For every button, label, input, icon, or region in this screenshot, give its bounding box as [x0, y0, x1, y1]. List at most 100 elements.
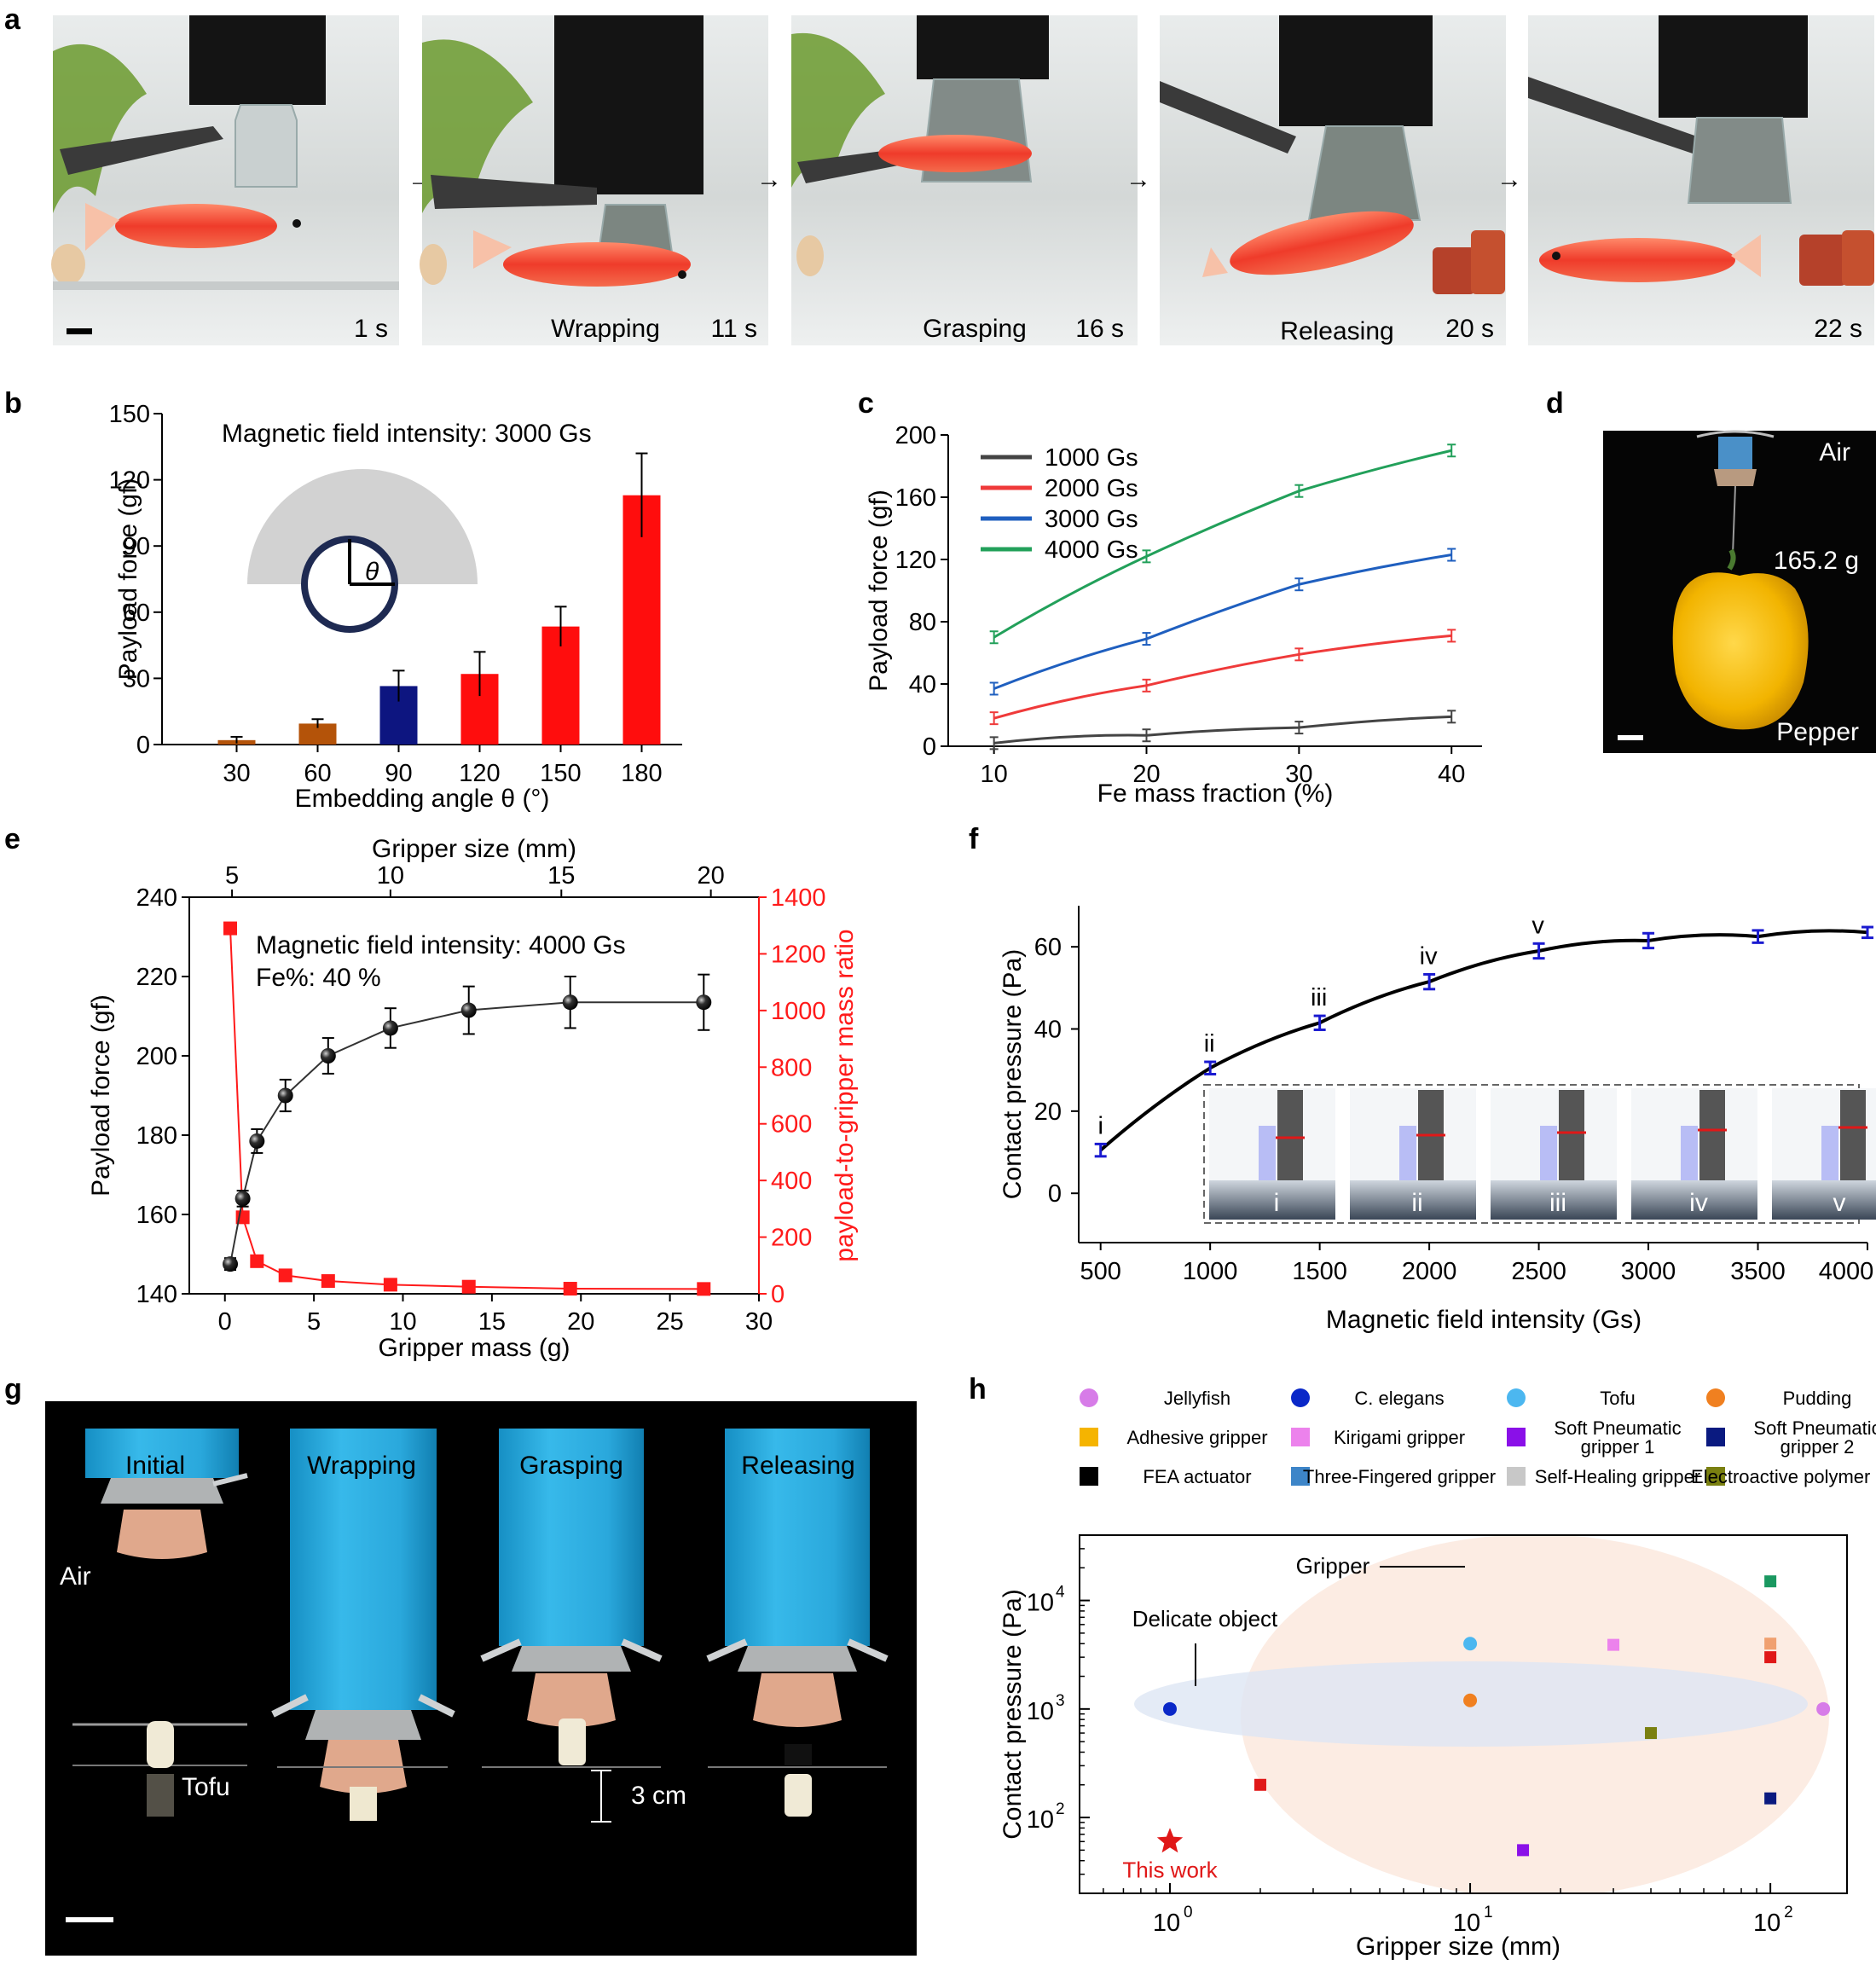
h-legend-label-line1: Soft Pneumatic — [1554, 1417, 1681, 1439]
h-data-point — [1162, 1701, 1177, 1716]
f-x-tick-label: 1500 — [1292, 1258, 1347, 1285]
f-point-label: iv — [1420, 942, 1438, 970]
e-y-axis-label: Payload force (gf) — [87, 994, 115, 1197]
e-y2-axis-label: payload-to-gripper mass ratio — [831, 929, 859, 1261]
h-x-tick-base: 10 — [1753, 1910, 1780, 1937]
e-force-marker — [277, 1087, 293, 1104]
c-y-tick-label: 40 — [909, 671, 936, 698]
f-inset-liquid — [1399, 1126, 1416, 1180]
f-point-label: iii — [1311, 984, 1327, 1011]
h-data-point — [1764, 1637, 1777, 1650]
e-ratio-marker — [461, 1279, 476, 1294]
e-y-tick-label: 200 — [136, 1043, 177, 1070]
e-ratio-marker — [250, 1254, 264, 1268]
panel-a-photo-sequence: 1 s → Wrapping 11 s → Grasping — [51, 15, 1874, 345]
panel-a-frame-2: Wrapping 11 s — [420, 15, 768, 345]
e-x-tick-label: 5 — [307, 1308, 321, 1336]
e-force-marker — [696, 994, 712, 1011]
h-y-tick-exp: 4 — [1056, 1584, 1065, 1602]
panel-a-arrow-4: → — [1497, 165, 1522, 194]
e-ratio-marker — [563, 1282, 577, 1296]
e-y2-tick-label: 1200 — [771, 941, 826, 968]
panel-a-time-5: 22 s — [1814, 315, 1862, 343]
panel-a-label-2: Wrapping — [551, 315, 660, 343]
h-legend-marker — [1291, 1467, 1310, 1486]
e-force-marker — [382, 1020, 398, 1036]
h-y-tick-base: 10 — [1027, 1698, 1054, 1725]
b-x-axis-label: Embedding angle θ (°) — [295, 785, 550, 813]
panel-a-frame-4: Releasing 20 s — [1160, 15, 1506, 345]
panel-g-scale-label: 3 cm — [631, 1782, 686, 1810]
f-inset-stage — [1350, 1180, 1476, 1220]
h-x-tick-exp: 2 — [1784, 1904, 1793, 1921]
f-y-tick-label: 40 — [1034, 1017, 1062, 1044]
f-y-tick-label: 0 — [1048, 1180, 1062, 1208]
e-force-marker — [562, 994, 578, 1011]
h-legend-label: Kirigami gripper — [1334, 1427, 1465, 1448]
panel-g-frame-4: Releasing — [706, 1429, 889, 1817]
h-legend-marker — [1291, 1388, 1310, 1407]
c-x-tick-label: 30 — [1285, 761, 1312, 788]
h-legend-marker — [1706, 1467, 1725, 1486]
e-y2-tick-label: 400 — [771, 1168, 812, 1195]
f-point-label: ii — [1204, 1030, 1215, 1058]
b-y-tick-label: 60 — [123, 600, 150, 627]
f-inset-ruler — [1277, 1090, 1303, 1180]
panel-d-mass-label: 165.2 g — [1774, 547, 1859, 575]
panel-a-time-4: 20 s — [1445, 315, 1494, 343]
h-legend-label: Three-Fingered gripper — [1303, 1466, 1496, 1487]
e-ratio-marker — [278, 1268, 292, 1283]
c-series-line — [993, 634, 1452, 720]
panel-a-time-3: 16 s — [1075, 315, 1124, 343]
c-series-line — [993, 715, 1452, 745]
panel-a-frame-5: 22 s — [1528, 15, 1874, 345]
h-legend-label-line1: Soft Pneumatic — [1753, 1417, 1876, 1439]
e-x-tick-label: 0 — [218, 1308, 232, 1336]
e-y-tick-label: 240 — [136, 884, 177, 912]
e-x-tick-label: 25 — [656, 1308, 683, 1336]
h-this-work-star — [1156, 1828, 1184, 1853]
e-y2-tick-label: 1400 — [771, 884, 826, 912]
panel-d-pepper-label: Pepper — [1776, 718, 1859, 746]
h-legend-marker — [1080, 1388, 1098, 1407]
f-x-tick-label: 4000 — [1819, 1258, 1874, 1285]
c-y-tick-label: 200 — [895, 422, 936, 449]
h-x-tick-exp: 0 — [1184, 1904, 1193, 1921]
h-legend-label: Pudding — [1783, 1388, 1852, 1409]
b-y-tick-label: 90 — [123, 533, 150, 560]
h-legend-label: Adhesive gripper — [1126, 1427, 1267, 1448]
e-y2-tick-label: 200 — [771, 1225, 812, 1252]
f-inset-stage — [1209, 1180, 1335, 1220]
e-y-tick-label: 220 — [136, 964, 177, 991]
panel-g-frame-1: Initial Air Tofu — [60, 1429, 248, 1922]
h-y-axis-label: Contact pressure (Pa) — [999, 1589, 1027, 1839]
panel-d-air-label: Air — [1819, 438, 1850, 467]
e-ratio-marker — [321, 1274, 335, 1289]
panel-g-photo-sequence: Initial Air Tofu Wrapping 3 cm — [45, 1401, 917, 1956]
h-legend-marker — [1080, 1428, 1098, 1446]
f-x-tick-label: 500 — [1080, 1258, 1120, 1285]
h-this-work-label: This work — [1122, 1857, 1218, 1882]
f-inset-label: v — [1833, 1189, 1846, 1217]
h-gripper-label: Gripper — [1296, 1553, 1370, 1579]
panel-g-tofu-label: Tofu — [182, 1773, 230, 1801]
h-x-tick-base: 10 — [1153, 1910, 1180, 1937]
b-y-tick-label: 150 — [109, 401, 150, 428]
h-data-point — [1764, 1651, 1777, 1664]
h-y-tick-exp: 2 — [1056, 1800, 1065, 1818]
e-y2-tick-label: 0 — [771, 1281, 785, 1308]
h-x-tick-exp: 1 — [1484, 1904, 1493, 1921]
c-x-tick-label: 10 — [981, 761, 1008, 788]
e-ratio-marker — [697, 1282, 711, 1296]
h-data-point — [1816, 1701, 1831, 1716]
h-x-tick-base: 10 — [1453, 1910, 1480, 1937]
c-y-axis-label: Payload force (gf) — [865, 490, 893, 692]
h-plot-area — [1134, 1535, 1829, 1893]
c-x-tick-label: 20 — [1132, 761, 1160, 788]
panel-c-line-chart: 0 40 80 120 160 200 10 20 30 40 1000 Gs 2000 Gs 3000… — [865, 422, 1482, 808]
h-data-point — [1764, 1575, 1777, 1588]
h-legend-marker — [1080, 1467, 1098, 1486]
panel-label-f: f — [969, 823, 979, 855]
panel-a-label-4: Releasing — [1280, 317, 1393, 345]
